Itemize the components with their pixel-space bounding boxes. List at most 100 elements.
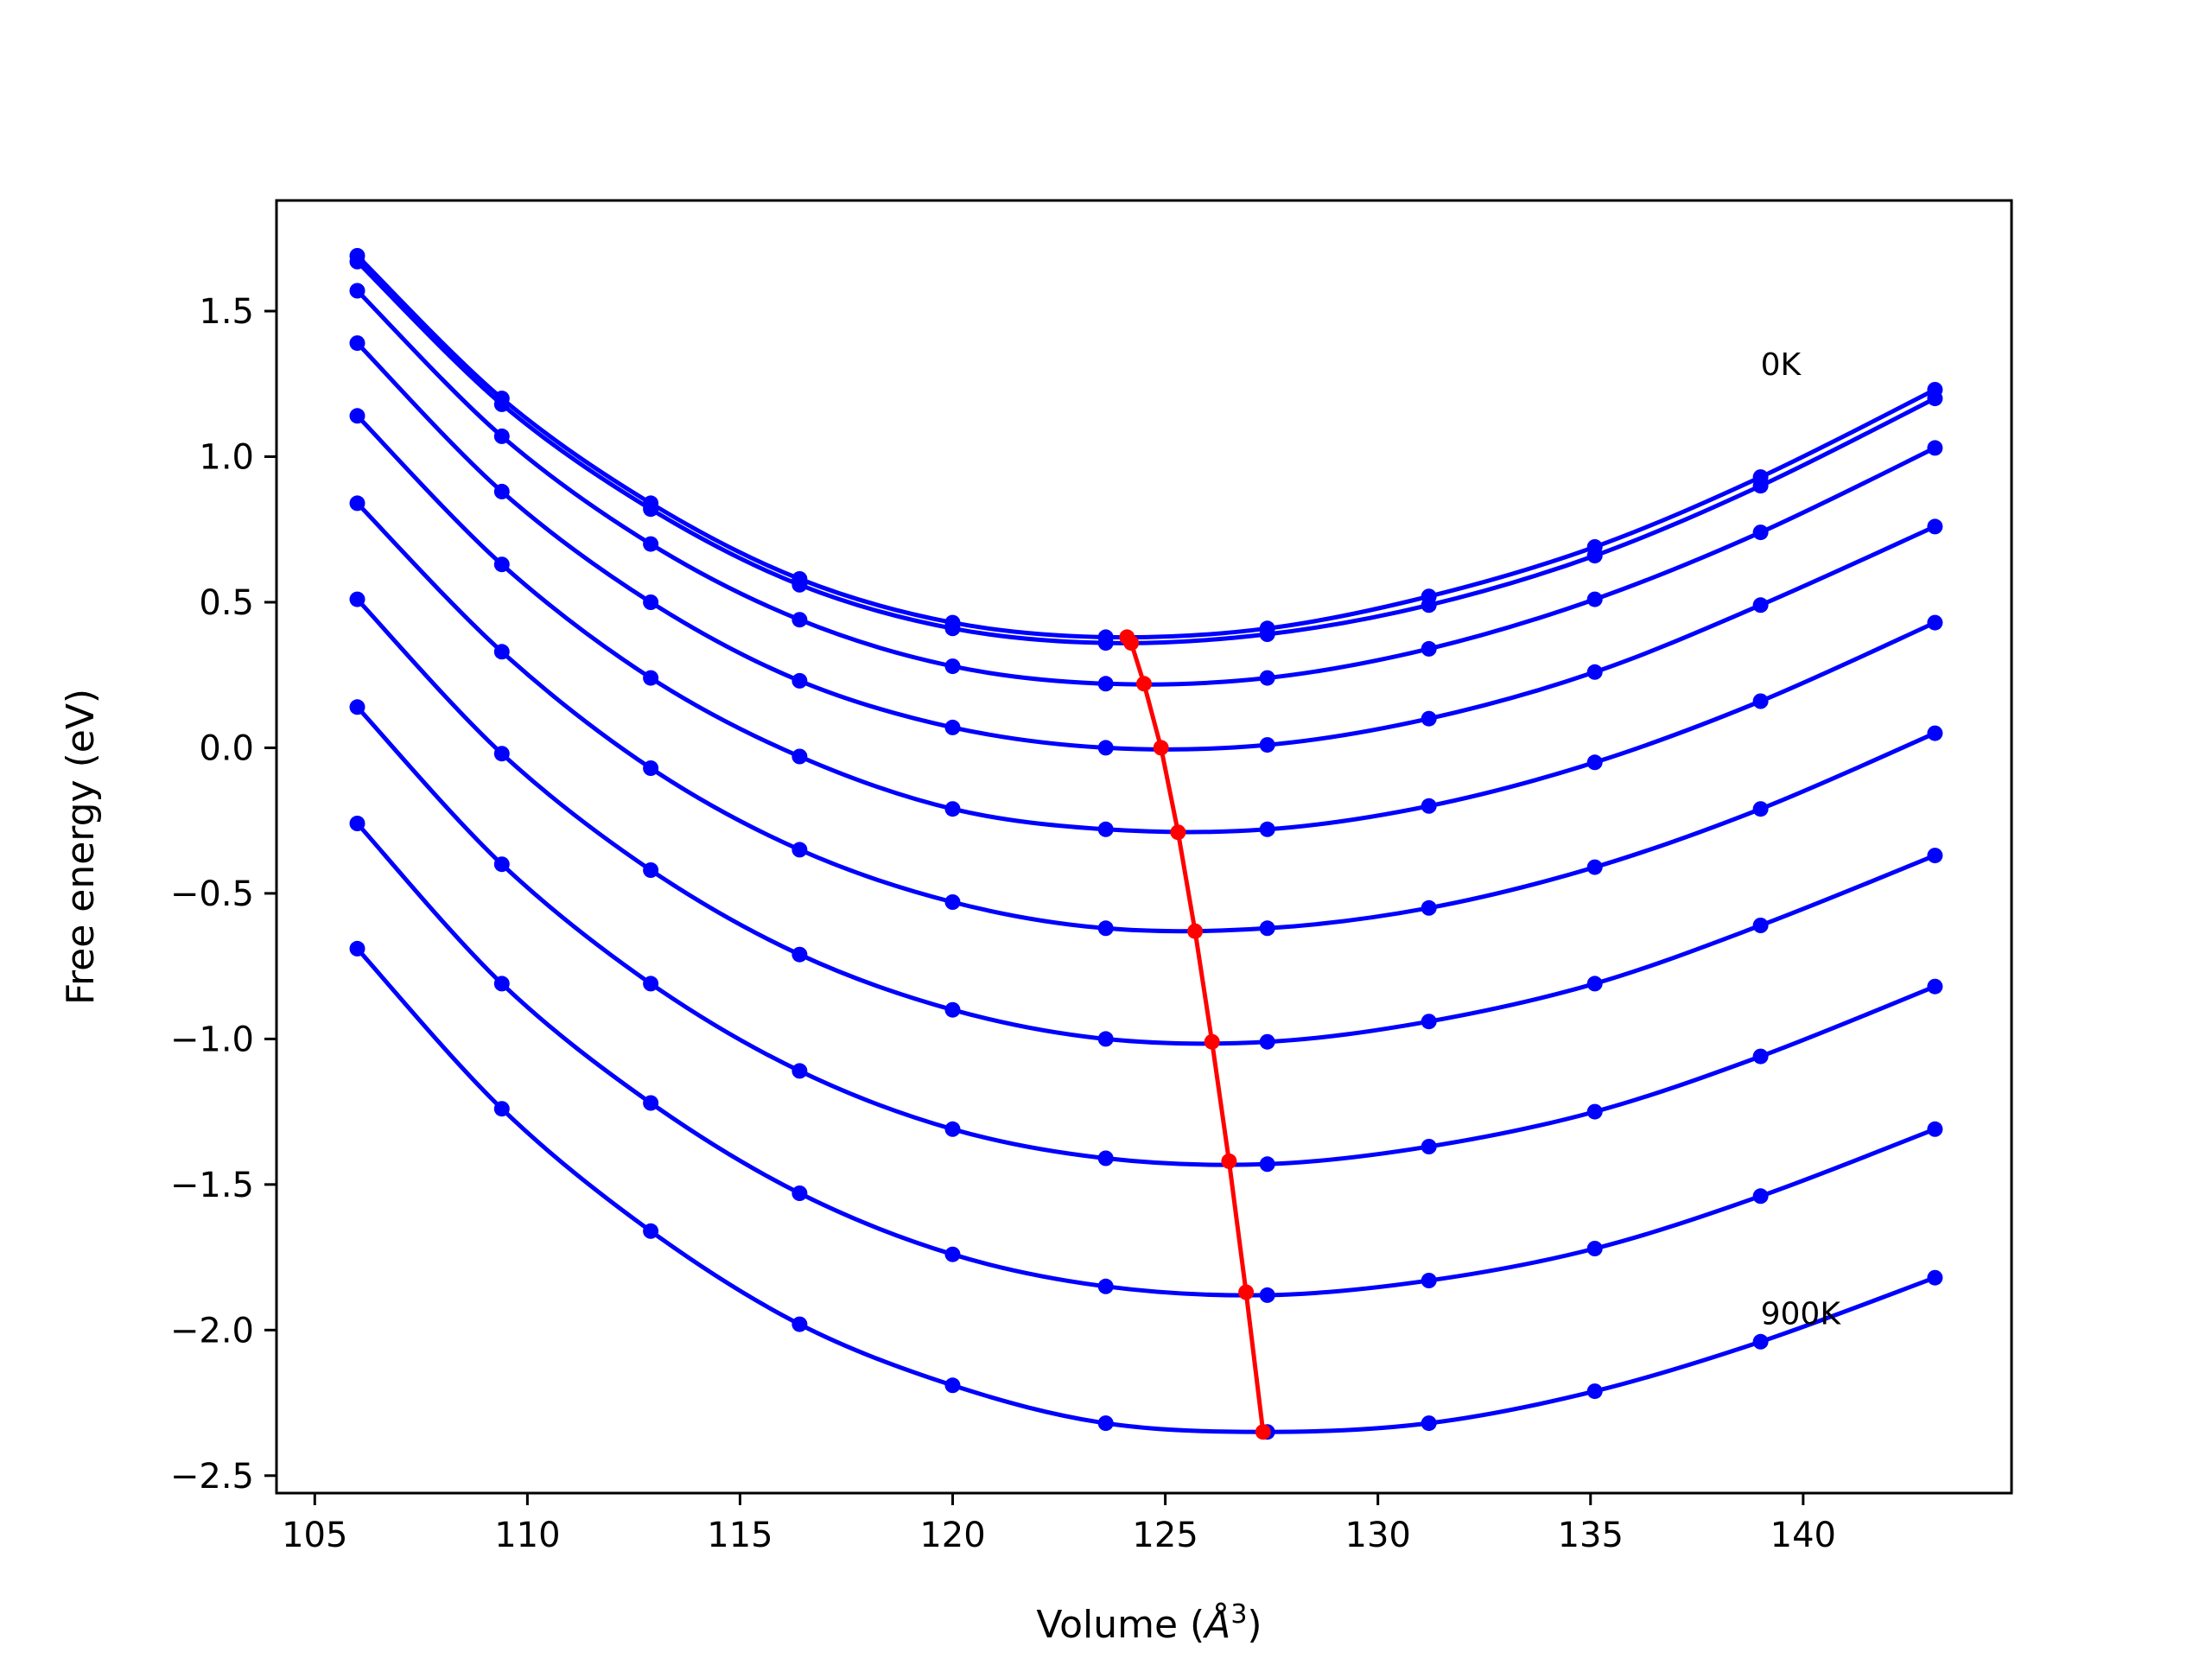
data-point-s2-2: [643, 536, 659, 552]
data-point-s8-0: [349, 816, 365, 831]
data-point-s5-4: [944, 894, 961, 910]
x-tick-label: 130: [1345, 1516, 1411, 1555]
data-point-s1-0: [349, 253, 365, 270]
y-tick-label: 1.5: [199, 292, 254, 332]
data-point-s8-6: [1259, 1287, 1275, 1303]
data-point-s6-10: [1927, 848, 1943, 864]
data-point-s1-5: [1097, 635, 1114, 652]
data-point-s2-5: [1097, 676, 1114, 692]
data-point-s9-9: [1752, 1333, 1769, 1350]
y-tick-label: 0.0: [199, 728, 254, 768]
data-point-s5-5: [1097, 920, 1114, 937]
data-point-s3-2: [643, 594, 659, 610]
data-point-s4-2: [643, 670, 659, 686]
data-point-s9-10: [1927, 1269, 1943, 1286]
minimum-point-4: [1170, 824, 1186, 841]
data-point-s1-6: [1259, 626, 1275, 642]
data-point-s2-4: [944, 658, 961, 675]
x-tick-label: 120: [919, 1516, 985, 1555]
data-point-s2-7: [1421, 640, 1437, 657]
x-axis-ticks: 105 110 115 120 125 130 135 140: [282, 1493, 1836, 1555]
data-point-s9-5: [1097, 1415, 1114, 1432]
data-point-s1-10: [1927, 391, 1943, 407]
y-axis-label: Free energy (eV): [59, 689, 103, 1005]
y-tick-label: 0.5: [199, 583, 254, 623]
x-tick-label: 135: [1558, 1516, 1624, 1555]
y-tick-label: 1.0: [199, 438, 254, 478]
y-axis-ticks: −2.5 −2.0 −1.5 −1.0 −0.5 0.0 0.5 1.0 1.5: [170, 292, 276, 1497]
data-point-s6-1: [493, 746, 510, 762]
data-point-s3-5: [1097, 740, 1114, 756]
y-tick-label: −0.5: [170, 874, 254, 914]
plot-frame: [275, 199, 2013, 1495]
data-point-s2-10: [1927, 440, 1943, 456]
data-point-s9-2: [643, 1223, 659, 1239]
data-point-s9-4: [944, 1377, 961, 1394]
x-tick-label: 110: [494, 1516, 560, 1555]
x-tick-label: 105: [282, 1516, 347, 1555]
data-point-s2-1: [493, 428, 510, 444]
data-point-s9-1: [493, 1101, 510, 1117]
data-point-s4-5: [1097, 821, 1114, 837]
x-tick-label: 115: [707, 1516, 772, 1555]
data-point-s7-5: [1097, 1150, 1114, 1166]
data-point-s1-1: [493, 396, 510, 412]
data-point-s6-8: [1586, 976, 1603, 992]
data-point-s7-4: [944, 1121, 961, 1137]
data-point-s8-8: [1586, 1241, 1603, 1256]
data-point-s1-3: [791, 576, 808, 593]
data-point-s1-9: [1752, 478, 1769, 494]
minimum-point-7: [1221, 1153, 1237, 1169]
data-point-s1-2: [643, 501, 659, 518]
minimum-point-1: [1123, 635, 1140, 652]
data-point-s2-6: [1259, 670, 1275, 686]
data-point-s5-2: [643, 760, 659, 776]
data-point-s8-5: [1097, 1278, 1114, 1294]
y-tick-label: −1.0: [170, 1020, 254, 1059]
data-point-s3-9: [1752, 597, 1769, 613]
data-point-s7-1: [493, 856, 510, 873]
data-point-s2-9: [1752, 524, 1769, 541]
data-point-s3-7: [1421, 710, 1437, 727]
data-point-s3-4: [944, 719, 961, 735]
data-point-s3-8: [1586, 664, 1603, 680]
data-point-s9-7: [1421, 1415, 1437, 1432]
minimum-point-2: [1136, 676, 1152, 692]
data-point-s8-2: [643, 1095, 659, 1111]
data-point-s9-8: [1586, 1383, 1603, 1400]
data-point-s7-6: [1259, 1156, 1275, 1173]
data-point-s4-6: [1259, 821, 1275, 837]
data-point-s8-4: [944, 1246, 961, 1262]
data-point-s6-9: [1752, 918, 1769, 933]
data-point-s6-4: [944, 1001, 961, 1018]
data-point-s4-9: [1752, 693, 1769, 709]
data-point-s6-2: [643, 862, 659, 878]
minima-layer: [1119, 629, 1271, 1440]
data-point-s4-3: [791, 748, 808, 765]
x-tick-label: 125: [1132, 1516, 1198, 1555]
data-point-s5-1: [493, 644, 510, 660]
data-point-s5-8: [1586, 859, 1603, 875]
data-point-s5-6: [1259, 920, 1275, 937]
data-point-s4-0: [349, 408, 365, 424]
curves-layer: [349, 248, 1943, 1440]
y-tick-label: −2.5: [170, 1457, 254, 1497]
x-axis-label: Volume (Å3): [1036, 1599, 1262, 1648]
data-point-s7-8: [1586, 1103, 1603, 1120]
data-point-s3-0: [349, 335, 365, 352]
data-point-s9-3: [791, 1316, 808, 1332]
data-point-s6-0: [349, 591, 365, 607]
data-point-s3-6: [1259, 737, 1275, 753]
data-point-s6-3: [791, 946, 808, 963]
minima-line: [1125, 635, 1266, 1433]
minimum-point-6: [1204, 1033, 1220, 1050]
annotation-0: 0K: [1761, 347, 1802, 383]
minimum-point-9: [1255, 1424, 1271, 1440]
data-point-s3-3: [791, 672, 808, 689]
data-point-s8-1: [493, 976, 510, 992]
data-point-s7-9: [1752, 1048, 1769, 1065]
data-point-s8-7: [1421, 1273, 1437, 1288]
x-tick-label: 140: [1770, 1516, 1836, 1555]
data-point-s6-5: [1097, 1031, 1114, 1047]
